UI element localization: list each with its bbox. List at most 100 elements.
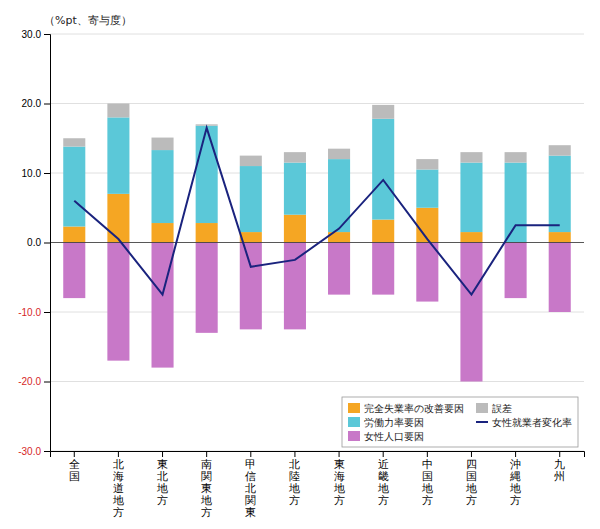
tick-label-line: 地 (288, 482, 300, 494)
tick-label: 沖縄地方 (509, 458, 521, 506)
legend-item: 女性就業者変化率 (476, 417, 572, 428)
bar (549, 243, 571, 313)
tick-mark (471, 451, 472, 457)
legend-swatch (348, 403, 360, 413)
tick-mark (427, 451, 428, 457)
tick: 東海地方 (333, 451, 345, 506)
tick-mark (44, 34, 50, 35)
tick: 甲信北関東 (245, 451, 256, 518)
legend-swatch (476, 421, 488, 423)
bar (284, 152, 306, 162)
tick: 近畿地方 (377, 451, 389, 506)
tick-mark (74, 451, 75, 457)
tick-label-line: 方 (510, 494, 521, 506)
tick-label-line: 海 (113, 470, 124, 482)
tick-label: 20.0 (22, 98, 42, 109)
legend-item: 誤差 (476, 403, 512, 414)
tick-label-line: 地 (465, 482, 477, 494)
grid-line (50, 381, 584, 382)
tick-mark (515, 451, 516, 457)
tick-label: -10.0 (18, 307, 41, 318)
tick: -20.0 (18, 376, 50, 387)
legend-label: 完全失業率の改善要因 (364, 403, 464, 414)
tick-mark (383, 451, 384, 457)
bar (152, 138, 174, 151)
tick-mark (44, 243, 50, 244)
tick-label-line: 地 (200, 494, 212, 506)
tick-mark (44, 382, 50, 383)
tick: 全国 (69, 451, 80, 482)
tick-label-line: 地 (509, 482, 521, 494)
bar (63, 138, 85, 146)
bar (372, 119, 394, 220)
bar (284, 163, 306, 215)
tick-label-line: 近 (378, 458, 389, 470)
bar (549, 232, 571, 242)
legend-label: 女性就業者変化率 (492, 417, 572, 428)
bar (416, 243, 438, 302)
legend-label: 誤差 (492, 403, 512, 414)
chart: -30.0-20.0-10.00.010.020.030.0全国北海道地方東北地… (0, 0, 600, 529)
tick-label: 近畿地方 (377, 458, 389, 506)
bar (416, 208, 438, 243)
tick-label-line: 方 (378, 494, 389, 506)
tick-label: 北海道地方 (112, 458, 124, 518)
tick-mark (44, 104, 50, 105)
tick-label-line: 地 (112, 494, 124, 506)
tick-label-line: 方 (113, 506, 124, 518)
bar (196, 126, 218, 223)
bar (549, 145, 571, 155)
tick-label: 30.0 (22, 29, 42, 40)
grid-line (50, 103, 584, 104)
tick-label-line: 北 (113, 458, 124, 470)
tick-label: -30.0 (18, 446, 41, 457)
tick-label-line: 陸 (289, 470, 300, 482)
tick-label-line: 東 (334, 458, 345, 470)
tick-label-line: 東 (157, 458, 168, 470)
tick-label-line: 全 (69, 458, 80, 470)
tick-mark (206, 451, 207, 457)
tick-label-line: 縄 (509, 470, 521, 482)
tick-label-line: 南 (201, 458, 212, 470)
tick-label: 0.0 (27, 237, 41, 248)
grid-line (50, 312, 584, 313)
bar (460, 243, 482, 382)
bar (328, 243, 350, 295)
tick-label-line: 方 (201, 506, 212, 518)
tick-label-line: 方 (422, 494, 433, 506)
bar (107, 104, 129, 118)
bar (152, 150, 174, 223)
tick-label-line: 方 (157, 494, 168, 506)
y-axis: -30.0-20.0-10.00.010.020.030.0 (18, 29, 50, 457)
tick: 沖縄地方 (509, 451, 521, 506)
tick-mark (339, 451, 340, 457)
bar (328, 149, 350, 159)
legend-item: 女性人口要因 (348, 431, 424, 442)
tick-mark (118, 451, 119, 457)
bar (505, 163, 527, 243)
bar (107, 117, 129, 193)
tick-label-line: 地 (333, 482, 345, 494)
tick-label: 中国地方 (421, 458, 433, 506)
tick: 四国地方 (465, 451, 477, 506)
legend-swatch (348, 417, 360, 427)
bar-series (63, 243, 571, 382)
tick: 中国地方 (421, 451, 433, 506)
tick-label-line: 中 (422, 458, 433, 470)
tick-label-line: 信 (245, 470, 256, 482)
grid-line (50, 34, 584, 35)
bar (372, 220, 394, 243)
bar (505, 243, 527, 299)
bar (240, 166, 262, 232)
bar (63, 243, 85, 299)
tick-label-line: 方 (334, 494, 345, 506)
tick-label: -20.0 (18, 376, 41, 387)
bar (240, 243, 262, 330)
tick-label-line: 甲 (245, 458, 256, 470)
tick-label-line: 地 (421, 482, 433, 494)
bar (505, 152, 527, 162)
bar (152, 243, 174, 368)
legend-item: 労働力率要因 (348, 417, 424, 428)
bar-series (63, 104, 571, 170)
tick-label-line: 沖 (510, 458, 521, 470)
